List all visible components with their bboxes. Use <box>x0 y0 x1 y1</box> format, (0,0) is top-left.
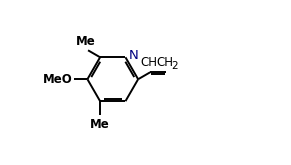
Text: CH: CH <box>141 56 158 69</box>
Text: Me: Me <box>90 118 110 131</box>
Text: 2: 2 <box>171 61 178 71</box>
Text: N: N <box>129 50 139 63</box>
Text: Me: Me <box>76 35 96 48</box>
Text: MeO: MeO <box>43 73 73 86</box>
Text: CH: CH <box>156 56 173 69</box>
